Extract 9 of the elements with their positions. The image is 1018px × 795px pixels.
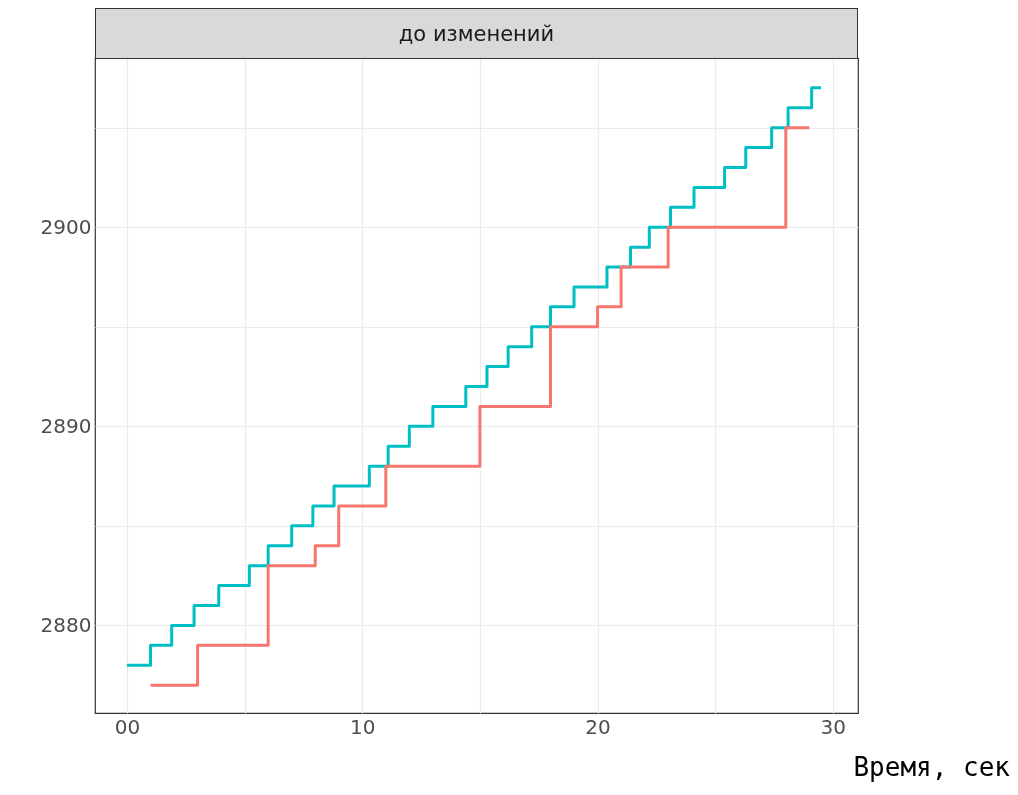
- chart-title: до изменений: [95, 8, 858, 59]
- x-tick-label: 30: [820, 714, 847, 739]
- x-tick-label: 00: [114, 714, 141, 739]
- x-tick-label: 20: [585, 714, 611, 739]
- y-tick-label: 2880: [40, 612, 92, 637]
- x-tick-label: 10: [350, 714, 376, 739]
- x-axis-title: Время, сек: [853, 752, 1010, 782]
- y-tick-label: 2900: [40, 214, 92, 239]
- y-tick-label: 2890: [40, 413, 92, 438]
